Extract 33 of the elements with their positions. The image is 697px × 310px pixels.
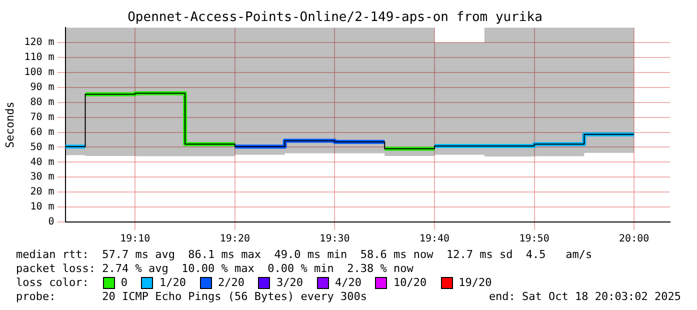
x-tick-label: 20:00 (619, 234, 650, 245)
legend-title: loss color: (16, 276, 89, 290)
text: probe: 20 ICMP Echo Pings (56 Bytes) every 300s (16, 290, 367, 304)
legend-label: 2/20 (218, 276, 244, 290)
y-tick-label: 10 m (30, 202, 54, 213)
y-tick-label: 110 m (24, 52, 54, 64)
y-tick-label: 20 m (30, 186, 54, 198)
text: end: Sat Oct 18 20:03:02 2025 (488, 290, 681, 304)
legend-label: 0 (120, 276, 128, 290)
y-axis-title: Seconds (3, 102, 16, 148)
chart-title: Opennet-Access-Points-Online/2-149-aps-on from yurika (128, 10, 542, 26)
text: packet loss: 2.74 % avg 10.00 % max 0.00 % min 2.38 % now (16, 262, 414, 276)
legend-label: 1/20 (159, 276, 186, 290)
y-tick-label: 60 m (30, 126, 54, 138)
y-tick-label: 90 m (30, 82, 54, 94)
x-tick-label: 19:30 (320, 234, 350, 245)
text: median rtt: 57.7 ms avg 86.1 ms max 49.0 ms min 58.6 ms now 12.7 ms sd 4.5 am/s (16, 248, 594, 262)
x-tick-label: 19:20 (220, 234, 250, 245)
x-tick-label: 19:50 (519, 234, 550, 245)
legend-label: 4/20 (334, 276, 362, 290)
y-tick-label: 40 m (30, 156, 54, 168)
y-tick-label: 70 m (30, 112, 54, 123)
y-tick-label: 100 m (24, 67, 54, 78)
x-tick-label: 19:40 (419, 234, 450, 245)
x-tick-label: 19:10 (120, 234, 150, 245)
y-tick-label: 80 m (30, 96, 54, 108)
y-tick-label: 120 m (24, 37, 54, 48)
y-tick-label: 0 (48, 216, 54, 228)
legend-label: 19/20 (458, 276, 492, 290)
y-tick-label: 30 m (30, 172, 54, 183)
legend-label: 10/20 (393, 276, 427, 290)
y-tick-label: 50 m (30, 142, 54, 153)
legend-label: 3/20 (276, 276, 303, 290)
